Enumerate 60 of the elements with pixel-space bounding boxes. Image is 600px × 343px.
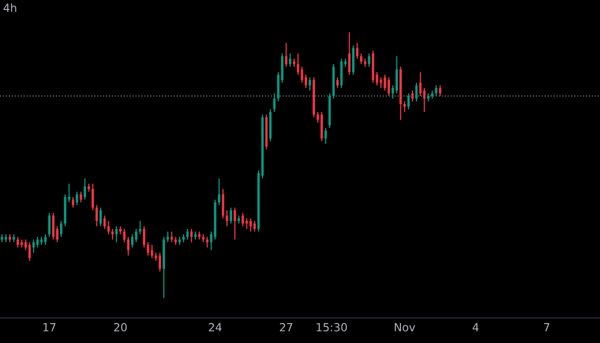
candlestick	[249, 218, 252, 232]
x-tick-label: 20	[114, 323, 127, 332]
candlestick	[99, 207, 102, 227]
candlestick	[285, 42, 288, 68]
candlestick	[403, 100, 406, 112]
candlestick	[80, 191, 82, 203]
candlestick	[103, 215, 106, 230]
candlestick	[123, 228, 126, 243]
candlestick	[60, 220, 62, 238]
candlestick	[158, 252, 162, 272]
candlestick	[360, 52, 362, 65]
candlestick	[427, 92, 430, 102]
x-tick-label: 24	[208, 323, 222, 332]
candlestick	[352, 44, 354, 76]
candlestick	[230, 207, 232, 224]
x-tick-label: 7	[544, 323, 550, 332]
candlestick	[246, 218, 248, 230]
candlestick	[438, 84, 442, 97]
candlestick	[142, 226, 146, 248]
candlestick	[170, 231, 173, 243]
candlestick	[84, 178, 86, 200]
candlestick	[166, 231, 169, 243]
candlestick	[431, 90, 434, 100]
candlestick	[242, 212, 244, 227]
candlestick	[206, 236, 208, 248]
candlestick	[368, 52, 370, 68]
candlestick	[48, 212, 51, 238]
candlestick	[218, 178, 220, 206]
candlestick	[324, 127, 327, 144]
candlestick	[356, 42, 358, 60]
x-tick-label: 17	[43, 323, 56, 332]
candlestick	[396, 56, 398, 94]
candlestick	[384, 74, 386, 92]
candlestick	[273, 92, 276, 112]
candlestick	[96, 204, 98, 227]
candlestick	[348, 32, 351, 76]
x-tick-label: Nov	[394, 323, 416, 332]
x-tick-label: 27	[280, 323, 292, 332]
candlestick	[138, 220, 142, 235]
candlestick	[16, 236, 19, 248]
candlestick	[131, 234, 134, 248]
candlestick	[380, 76, 382, 89]
candlestick	[202, 234, 204, 243]
x-tick-label: 15:30	[316, 323, 347, 332]
candlestick	[388, 76, 390, 97]
candlestick	[419, 72, 422, 97]
candlestick	[44, 234, 47, 246]
candlestick	[52, 212, 54, 240]
candlestick	[127, 236, 130, 256]
candlestick	[288, 52, 292, 68]
chart-title: 4h	[4, 3, 16, 12]
candlestick	[253, 220, 256, 232]
candlestick	[435, 84, 438, 97]
candlestick	[320, 111, 323, 142]
candlestick	[135, 228, 138, 243]
candlestick	[234, 207, 236, 240]
candlestick	[308, 76, 312, 92]
x-tick-label: 4	[472, 323, 479, 332]
candlestick	[92, 183, 94, 211]
candlestick	[28, 242, 31, 262]
